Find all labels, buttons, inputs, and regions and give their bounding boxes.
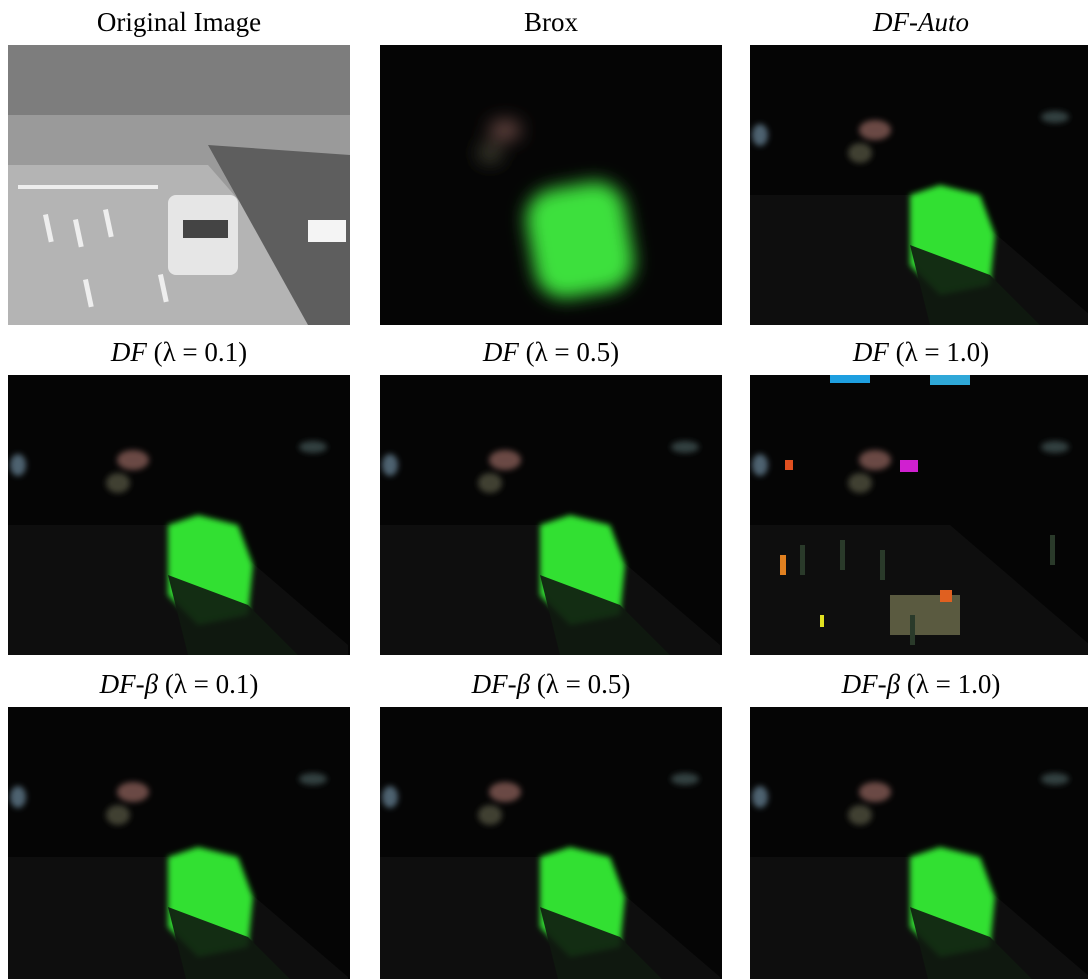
blob-red [859, 450, 891, 470]
noise-patch [940, 590, 952, 602]
panel-caption: DF-β (λ = 0.1) [8, 669, 350, 700]
panel-image [380, 45, 722, 325]
panel-caption: Original Image [8, 7, 350, 38]
blob-olive [106, 473, 130, 493]
lane-noise [880, 550, 885, 580]
blob-teal [1041, 111, 1069, 123]
stop-line [18, 185, 158, 189]
method-name: DF [483, 337, 519, 367]
blob-teal [299, 773, 327, 785]
method-name: DF [853, 337, 889, 367]
method-setting: (λ = 1.0) [907, 669, 1001, 699]
noise-patch [930, 375, 970, 385]
method-name: DF-β [472, 669, 530, 699]
method-name: Brox [524, 7, 578, 37]
blob-teal [299, 441, 327, 453]
blob-red [859, 120, 891, 140]
blob-red [489, 782, 521, 802]
panel-caption: DF (λ = 1.0) [750, 337, 1088, 368]
method-name: Original Image [97, 7, 261, 37]
noise-patch [785, 460, 793, 470]
noise-patch [900, 460, 918, 472]
buildings [8, 45, 350, 115]
blob-red [489, 120, 521, 140]
noise-patch [820, 615, 824, 627]
sign [308, 220, 346, 242]
panel-image [8, 375, 350, 655]
method-name: DF-Auto [873, 7, 969, 37]
method-name: DF-β [100, 669, 158, 699]
panel-caption: DF (λ = 0.1) [8, 337, 350, 368]
panel-caption: Brox [380, 7, 722, 38]
noise-patch [830, 375, 870, 383]
blob-teal [671, 773, 699, 785]
blob-olive [848, 143, 872, 163]
panel-image [750, 375, 1088, 655]
blob-blue [382, 454, 398, 476]
blob-blue [752, 124, 768, 146]
lane-noise [910, 615, 915, 645]
panel-image [380, 707, 722, 979]
method-setting: (λ = 0.5) [537, 669, 631, 699]
lane-noise [1050, 535, 1055, 565]
blob-blue [10, 786, 26, 808]
lane-noise [800, 545, 805, 575]
blob-blue [10, 454, 26, 476]
method-setting: (λ = 0.5) [526, 337, 620, 367]
figure: Original ImageBroxDF-AutoDF (λ = 0.1)DF … [0, 0, 1088, 979]
lane-noise [840, 540, 845, 570]
blob-teal [1041, 773, 1069, 785]
blob-blue [382, 786, 398, 808]
blob-blue [752, 786, 768, 808]
blob-blue [752, 454, 768, 476]
method-setting: (λ = 0.1) [165, 669, 259, 699]
panel-caption: DF (λ = 0.5) [380, 337, 722, 368]
panel-image [750, 45, 1088, 325]
panel-image [8, 707, 350, 979]
blob-red [117, 450, 149, 470]
panel-image [750, 707, 1088, 979]
blob-red [117, 782, 149, 802]
method-name: DF-β [842, 669, 900, 699]
panel-image [8, 45, 350, 325]
blob-olive [478, 473, 502, 493]
method-setting: (λ = 1.0) [896, 337, 990, 367]
blob-red [859, 782, 891, 802]
blob-olive [848, 805, 872, 825]
panel-caption: DF-β (λ = 1.0) [750, 669, 1088, 700]
panel-image [380, 375, 722, 655]
blob-red [489, 450, 521, 470]
van-window [183, 220, 228, 238]
blob-teal [1041, 441, 1069, 453]
noise-patch [780, 555, 786, 575]
method-setting: (λ = 0.1) [154, 337, 248, 367]
blob-teal [671, 441, 699, 453]
blob-olive [478, 143, 502, 163]
method-name: DF [111, 337, 147, 367]
blob-olive [848, 473, 872, 493]
blob-olive [106, 805, 130, 825]
panel-caption: DF-β (λ = 0.5) [380, 669, 722, 700]
panel-caption: DF-Auto [750, 7, 1088, 38]
blob-olive [478, 805, 502, 825]
